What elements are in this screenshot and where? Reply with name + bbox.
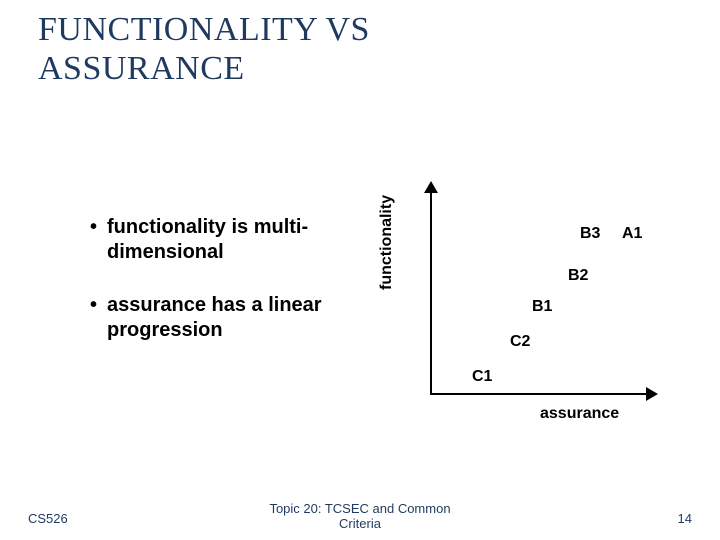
bullet-text: assurance has a linear progression <box>107 293 360 343</box>
bullet-list: • functionality is multi-dimensional • a… <box>90 215 360 371</box>
chart-point-b3: B3 <box>580 225 600 243</box>
functionality-assurance-chart: functionality assurance C1 C2 B1 B2 B3 A… <box>370 175 670 435</box>
chart-point-c2: C2 <box>510 333 530 351</box>
chart-axes: C1 C2 B1 B2 B3 A1 <box>410 185 650 395</box>
chart-point-b2: B2 <box>568 267 588 285</box>
y-axis-arrow-icon <box>424 181 438 193</box>
footer-topic-line-2: Criteria <box>339 516 381 531</box>
slide-title: FUNCTIONALITY VS ASSURANCE <box>38 10 370 88</box>
y-axis-label: functionality <box>378 195 396 290</box>
y-axis-line <box>430 185 432 395</box>
footer-topic: Topic 20: TCSEC and Common Criteria <box>0 501 720 532</box>
bullet-marker: • <box>90 293 97 318</box>
x-axis-line <box>430 393 650 395</box>
title-line-2: ASSURANCE <box>38 49 370 88</box>
bullet-item: • assurance has a linear progression <box>90 293 360 343</box>
footer-topic-line-1: Topic 20: TCSEC and Common <box>269 501 450 516</box>
footer-page-number: 14 <box>678 511 692 526</box>
chart-point-c1: C1 <box>472 368 492 386</box>
x-axis-label: assurance <box>540 405 619 423</box>
chart-point-b1: B1 <box>532 298 552 316</box>
bullet-item: • functionality is multi-dimensional <box>90 215 360 265</box>
title-line-1: FUNCTIONALITY VS <box>38 10 370 49</box>
x-axis-arrow-icon <box>646 387 658 401</box>
bullet-marker: • <box>90 215 97 240</box>
bullet-text: functionality is multi-dimensional <box>107 215 360 265</box>
slide: FUNCTIONALITY VS ASSURANCE • functionali… <box>0 0 720 540</box>
chart-point-a1: A1 <box>622 225 642 243</box>
